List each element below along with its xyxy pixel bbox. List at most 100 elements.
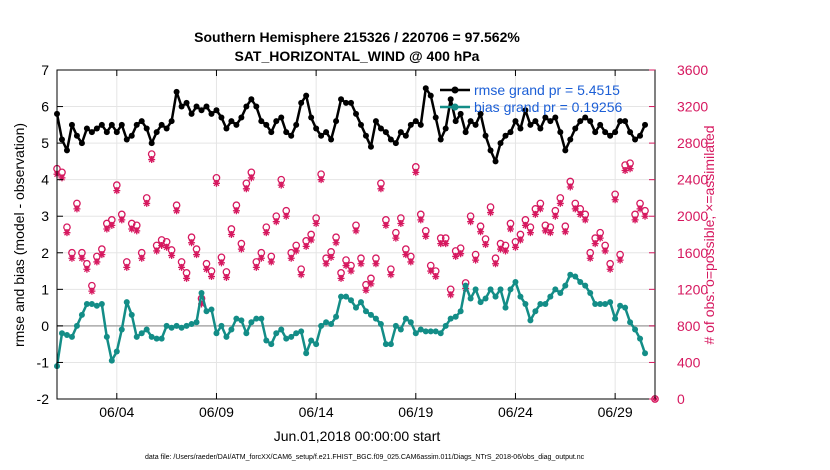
obs-assimilated-point — [348, 268, 355, 275]
bias-point — [388, 341, 394, 347]
rmse-point — [622, 118, 628, 124]
obs-assimilated-point — [512, 244, 519, 251]
obs-assimilated-point — [323, 260, 330, 267]
rmse-point — [199, 107, 205, 113]
bias-point — [328, 321, 334, 327]
obs-assimilated-point — [492, 260, 499, 267]
obs-assimilated-point — [228, 231, 235, 238]
obs-assimilated-point — [602, 247, 609, 254]
obs-assimilated-point — [557, 200, 564, 207]
obs-assimilated-point — [218, 259, 225, 266]
rmse-point — [303, 93, 309, 99]
rmse-point — [582, 115, 588, 121]
rmse-point — [258, 118, 264, 124]
rmse-point — [64, 147, 70, 153]
bias-point — [612, 316, 618, 322]
rmse-point — [333, 118, 339, 124]
obs-assimilated-point — [113, 187, 120, 194]
rmse-point — [483, 133, 489, 139]
rmse-point — [468, 118, 474, 124]
rmse-point — [159, 122, 165, 128]
obs-assimilated-point — [83, 266, 90, 273]
bias-point — [144, 327, 150, 333]
rmse-point — [144, 125, 150, 131]
rmse-point — [403, 133, 409, 139]
rmse-point — [587, 118, 593, 124]
rmse-point — [572, 125, 578, 131]
obs-assimilated-point — [587, 255, 594, 262]
legend-bias-marker — [452, 104, 459, 111]
obs-assimilated-point — [367, 280, 374, 287]
y-axis-label-right: # of obs: o=possible; ×=assimilated — [701, 125, 717, 344]
bias-point — [69, 334, 75, 340]
obs-assimilated-point — [153, 247, 160, 254]
obs-assimilated-point — [582, 216, 589, 223]
rmse-point — [89, 129, 95, 135]
bias-point — [547, 294, 553, 300]
obs-assimilated-point — [377, 185, 384, 192]
bias-point — [483, 295, 489, 301]
bias-point — [468, 295, 474, 301]
y-tick-label-right: 3600 — [677, 62, 708, 78]
obs-assimilated-point — [333, 239, 340, 246]
rmse-point — [169, 118, 175, 124]
bias-point — [114, 348, 120, 354]
bias-point — [512, 279, 518, 285]
bias-point — [398, 327, 404, 333]
bias-point — [139, 330, 145, 336]
rmse-point — [448, 96, 454, 102]
rmse-point — [174, 89, 180, 95]
bias-point — [373, 316, 379, 322]
rmse-point — [383, 129, 389, 135]
obs-assimilated-point — [507, 226, 514, 233]
obs-assimilated-point — [357, 260, 364, 267]
bias-point — [408, 319, 414, 325]
bias-point — [458, 308, 464, 314]
bias-point — [213, 330, 219, 336]
rmse-point — [458, 111, 464, 117]
obs-assimilated-point — [387, 271, 394, 278]
obs-assimilated-point — [123, 264, 130, 271]
rmse-point — [557, 129, 563, 135]
obs-assimilated-point — [208, 273, 215, 280]
obs-assimilated-point — [637, 205, 644, 212]
bias-point — [303, 350, 309, 356]
obs-assimilated-point — [537, 205, 544, 212]
bias-point — [378, 321, 384, 327]
y-tick-label-right: 0 — [677, 391, 685, 407]
obs-assimilated-point — [88, 288, 95, 295]
bias-point — [238, 317, 244, 323]
rmse-point — [627, 129, 633, 135]
obs-assimilated-point — [213, 180, 220, 187]
bias-point — [134, 334, 140, 340]
rmse-point — [79, 140, 85, 146]
y-tick-label-left: -1 — [37, 354, 50, 370]
rmse-point — [428, 93, 434, 99]
bias-series — [54, 272, 648, 369]
rmse-point — [179, 104, 185, 110]
rmse-point — [119, 122, 125, 128]
bias-point — [488, 286, 494, 292]
bias-point — [478, 299, 484, 305]
rmse-point — [463, 129, 469, 135]
y-tick-label-right: 800 — [677, 318, 701, 334]
obs-assimilated-point — [442, 240, 449, 247]
obs-assimilated-point — [63, 229, 70, 236]
rmse-point — [288, 133, 294, 139]
bias-point — [542, 301, 548, 307]
rmse-point — [358, 122, 364, 128]
obs-assimilated-point — [68, 255, 75, 262]
x-tick-label: 06/04 — [99, 404, 134, 420]
obs-assimilated-point — [417, 216, 424, 223]
bias-point — [124, 299, 130, 305]
rmse-point — [527, 122, 533, 128]
rmse-point — [243, 104, 249, 110]
obs-assimilated-point — [407, 258, 414, 265]
obs-assimilated-point — [632, 216, 639, 223]
rmse-point — [218, 115, 224, 121]
bias-point — [243, 330, 249, 336]
rmse-point — [612, 129, 618, 135]
obs-count-series — [54, 151, 659, 402]
bias-point — [552, 286, 558, 292]
bias-point — [99, 301, 105, 307]
